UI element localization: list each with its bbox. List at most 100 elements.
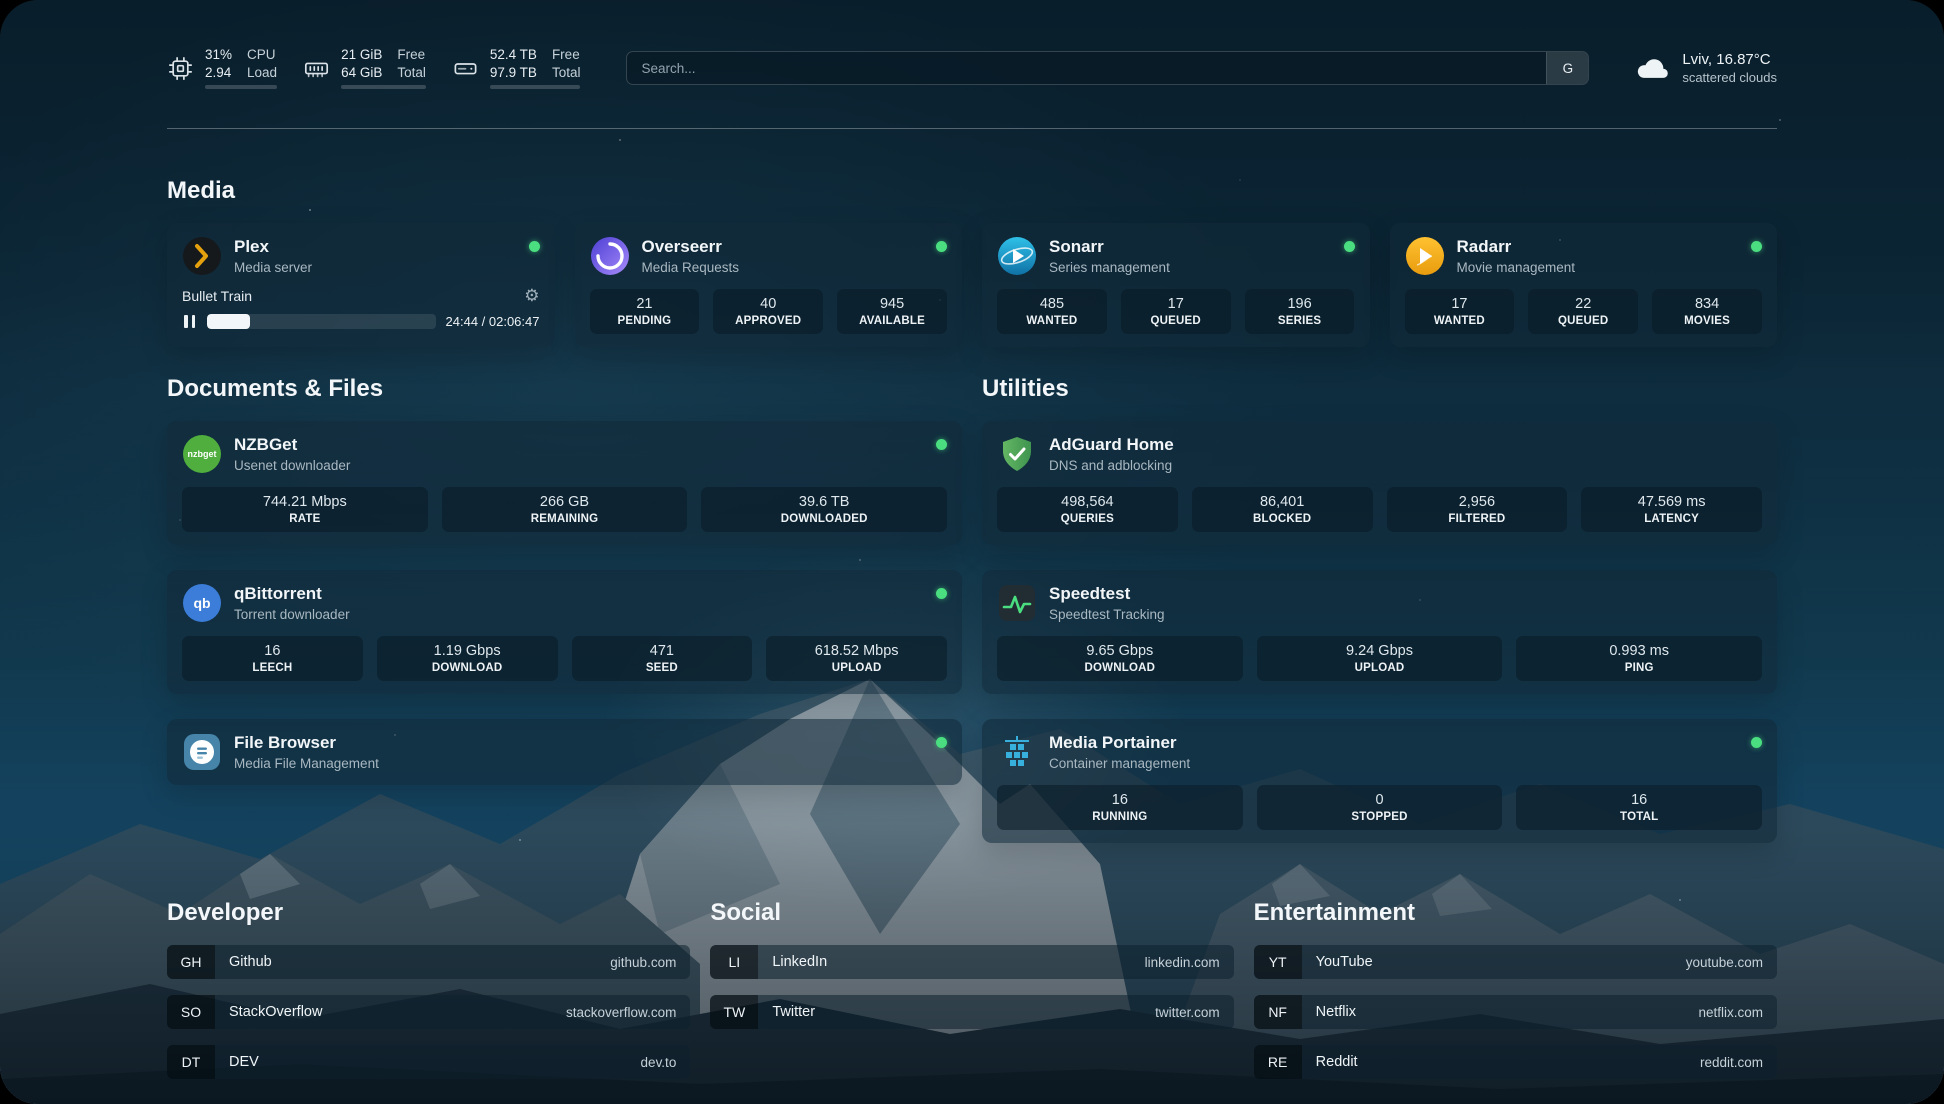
cpu-load-value: 2.94 [205,64,232,80]
section-title-documents: Documents & Files [167,375,384,402]
status-dot [1343,241,1355,252]
bookmark-abbr: NF [1253,995,1302,1029]
plex-now-playing: Bullet Train [182,287,253,304]
cpu-progress-bar [205,84,278,89]
app-subtitle: Media server [234,259,313,275]
bookmark-label: Github [229,954,272,970]
sonarr-card[interactable]: Sonarr Series management 485 WANTED 17 Q… [982,223,1370,347]
bookmark-reddit[interactable]: RE Reddit reddit.com [1253,1045,1777,1079]
bookmark-dev[interactable]: DT DEV dev.to [167,1045,691,1079]
weather-condition: scattered clouds [1682,70,1777,85]
bookmark-abbr: YT [1253,945,1302,979]
stat-download: 9.65 Gbps DOWNLOAD [997,636,1243,681]
cpu-percent: 31% [205,47,233,63]
bookmark-url: stackoverflow.com [566,1004,677,1020]
app-subtitle: Series management [1049,259,1170,275]
app-name: Speedtest [1049,584,1131,604]
stat-seed: 471 SEED [571,636,753,681]
bookmark-netflix[interactable]: NF Netflix netflix.com [1253,995,1777,1029]
adguard-card[interactable]: AdGuard Home DNS and adblocking 498,564 … [982,421,1777,545]
bookmark-label: Twitter [772,1004,816,1020]
app-subtitle: Torrent downloader [234,606,350,622]
filebrowser-icon [182,732,222,772]
weather-widget[interactable]: Lviv, 16.87°C scattered clouds [1635,51,1777,85]
bookmark-github[interactable]: GH Github github.com [167,945,691,979]
section-documents: Documents & Files nzbget NZBGet Usenet d… [167,375,962,843]
qbittorrent-icon: qb [182,583,222,623]
app-subtitle: DNS and adblocking [1049,457,1173,473]
nzbget-card[interactable]: nzbget NZBGet Usenet downloader 744.21 M… [167,421,962,545]
search-input[interactable] [627,60,1547,76]
stat-wanted: 485 WANTED [997,289,1107,334]
cpu-label: CPU [247,47,276,63]
disk-total-label: Total [551,64,581,80]
status-dot [1751,737,1762,748]
weather-location: Lviv, 16.87°C [1682,51,1771,68]
bookmark-abbr: GH [167,945,215,979]
gear-icon[interactable]: ⚙ [524,286,540,305]
bookmark-twitter[interactable]: TW Twitter twitter.com [710,995,1234,1029]
bookmark-stackoverflow[interactable]: SO StackOverflow stackoverflow.com [167,995,691,1029]
bookmark-label: Netflix [1315,1004,1356,1020]
stat-leech: 16 LEECH [182,636,363,681]
stat-queries: 498,564 QUERIES [997,487,1178,532]
overseerr-card[interactable]: Overseerr Media Requests 21 PENDING 40 A… [574,223,962,347]
bookmark-url: github.com [610,954,677,970]
bookmark-abbr: DT [167,1045,215,1079]
stat-remaining: 266 GB REMAINING [441,487,688,532]
stat-wanted: 17 WANTED [1404,289,1515,334]
overseerr-icon [590,236,630,276]
stat-series: 196 SERIES [1244,289,1355,334]
stat-queued: 22 QUEUED [1528,289,1639,334]
search-bar: G [626,51,1590,85]
qbittorrent-card[interactable]: qb qBittorrent Torrent downloader 16 [167,570,962,694]
app-name: qBittorrent [234,584,322,604]
pause-icon[interactable] [182,313,197,330]
adguard-icon [997,434,1037,474]
stat-queued: 17 QUEUED [1120,289,1231,334]
app-name: Radarr [1456,237,1512,257]
status-dot [936,439,947,450]
sonarr-icon [997,236,1037,276]
memory-icon [303,55,330,82]
speedtest-card[interactable]: Speedtest Speedtest Tracking 9.65 Gbps D… [982,570,1777,694]
stat-total: 16 TOTAL [1516,785,1763,830]
stat-pending: 21 PENDING [589,289,700,334]
radarr-icon [1405,236,1445,276]
radarr-card[interactable]: Radarr Movie management 17 WANTED 22 QUE… [1389,223,1777,347]
plex-icon [182,236,222,276]
stat-upload: 618.52 Mbps UPLOAD [766,636,947,681]
memory-total-label: Total [397,64,426,80]
memory-stat: 21 GiB 64 GiB Free Total [303,47,426,89]
bookmark-youtube[interactable]: YT YouTube youtube.com [1253,945,1777,979]
search-provider-button[interactable]: G [1546,52,1589,84]
portainer-card[interactable]: Media Portainer Container management 16 … [982,719,1777,843]
disk-progress-bar [489,84,581,89]
bookmark-abbr: SO [167,995,215,1029]
bookmark-linkedin[interactable]: LI LinkedIn linkedin.com [710,945,1234,979]
header-divider [167,128,1777,129]
plex-card[interactable]: Plex Media server Bullet Train ⚙ [167,223,555,347]
bookmark-url: dev.to [640,1054,677,1070]
status-dot [1751,241,1762,252]
disk-stat: 52.4 TB 97.9 TB Free Total [452,47,581,89]
disk-free-value: 52.4 TB [489,47,537,63]
stat-rate: 744.21 Mbps RATE [182,487,428,532]
cpu-stat: 31% 2.94 CPU Load [167,47,278,89]
app-subtitle: Media File Management [234,755,379,771]
stat-download: 1.19 Gbps DOWNLOAD [376,636,558,681]
section-utilities: Utilities [982,375,1777,843]
status-dot [936,737,947,748]
bookmark-abbr: LI [710,945,759,979]
bookmark-url: youtube.com [1685,954,1763,970]
bookmark-url: linkedin.com [1144,954,1220,970]
bookmark-label: YouTube [1315,954,1373,970]
stat-downloaded: 39.6 TB DOWNLOADED [701,487,948,532]
section-title-social: Social [710,899,782,926]
section-media: Media Plex Media server [167,177,1777,347]
stat-ping: 0.993 ms PING [1516,636,1763,681]
plex-progress-bar[interactable] [207,314,436,329]
filebrowser-card[interactable]: File Browser Media File Management [167,719,962,785]
stat-movies: 834 MOVIES [1652,289,1762,334]
bookmark-abbr: TW [710,995,759,1029]
